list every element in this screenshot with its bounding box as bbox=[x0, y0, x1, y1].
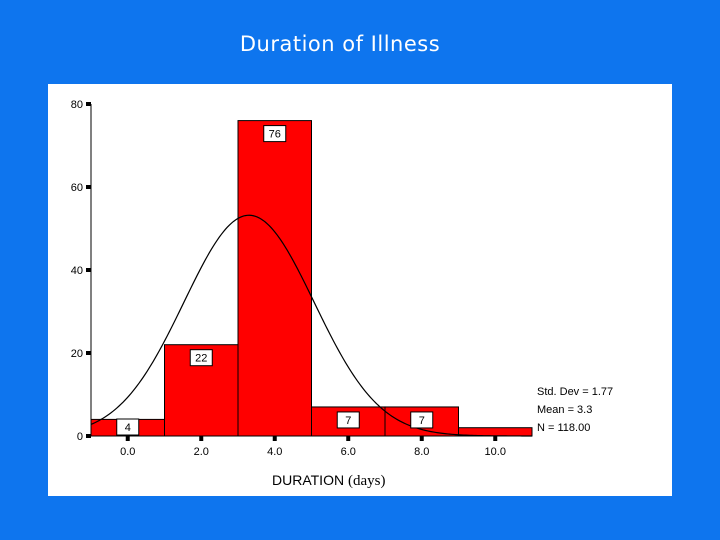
stat-line-1: Mean = 3.3 bbox=[537, 404, 592, 416]
x-tick-0 bbox=[125, 436, 130, 441]
bar-2 bbox=[237, 120, 312, 437]
bars-layer bbox=[90, 120, 533, 437]
x-tick-label-2: 4.0 bbox=[267, 446, 282, 458]
y-tick-0 bbox=[86, 434, 91, 438]
stat-line-0: Std. Dev = 1.77 bbox=[537, 386, 613, 398]
bar-label-box-3 bbox=[336, 411, 360, 429]
x-tick-5 bbox=[493, 436, 498, 441]
bar-label-0: 4 bbox=[125, 422, 131, 434]
bar-label-box-0 bbox=[116, 418, 140, 436]
normal-curve bbox=[90, 214, 532, 437]
stats-layer: Std. Dev = 1.77 Mean = 3.3 N = 118.00 bbox=[537, 386, 613, 434]
bar-label-box-2 bbox=[263, 125, 287, 143]
x-tick-label-5: 10.0 bbox=[485, 446, 506, 458]
bar-labels-layer: 4 22 76 7 7 bbox=[116, 125, 434, 436]
stat-line-2: N = 118.00 bbox=[537, 422, 590, 434]
curve-layer bbox=[90, 214, 532, 437]
x-axis-unit: (days) bbox=[347, 473, 386, 489]
x-tick-label-1: 2.0 bbox=[194, 446, 209, 458]
y-tick-label-0: 0 bbox=[77, 431, 83, 443]
x-tick-4 bbox=[419, 436, 424, 441]
x-axis-label: DURATION (days) bbox=[272, 472, 385, 490]
histogram-chart: 0 20 40 60 80 0.0 2.0 4.0 6.0 8.0 10.0 4 22 76 7 7 Std… bbox=[71, 99, 613, 458]
x-tick-2 bbox=[272, 436, 277, 441]
y-tick-4 bbox=[86, 102, 91, 106]
y-tick-1 bbox=[86, 351, 91, 355]
x-tick-label-3: 6.0 bbox=[341, 446, 356, 458]
bar-label-3: 7 bbox=[345, 415, 351, 427]
histogram-panel: 0 20 40 60 80 0.0 2.0 4.0 6.0 8.0 10.0 4 22 76 7 7 Std… bbox=[48, 84, 672, 496]
bar-label-box-1 bbox=[189, 349, 213, 367]
y-tick-label-2: 40 bbox=[71, 265, 83, 277]
y-tick-label-4: 80 bbox=[71, 99, 83, 111]
axes-layer: 0 20 40 60 80 0.0 2.0 4.0 6.0 8.0 10.0 bbox=[71, 99, 532, 458]
x-tick-1 bbox=[199, 436, 204, 441]
y-tick-3 bbox=[86, 185, 91, 189]
y-tick-2 bbox=[86, 268, 91, 272]
x-tick-label-0: 0.0 bbox=[120, 446, 135, 458]
x-axis-label-text: DURATION bbox=[272, 472, 345, 488]
bar-label-1: 22 bbox=[195, 353, 207, 365]
y-tick-label-3: 60 bbox=[71, 182, 83, 194]
bar-label-2: 76 bbox=[269, 129, 281, 141]
bar-label-4: 7 bbox=[419, 415, 425, 427]
y-tick-label-1: 20 bbox=[71, 348, 83, 360]
slide-title: Duration of Illness bbox=[239, 32, 441, 56]
bar-label-box-4 bbox=[410, 411, 434, 429]
x-tick-3 bbox=[346, 436, 351, 441]
x-tick-label-4: 8.0 bbox=[414, 446, 429, 458]
